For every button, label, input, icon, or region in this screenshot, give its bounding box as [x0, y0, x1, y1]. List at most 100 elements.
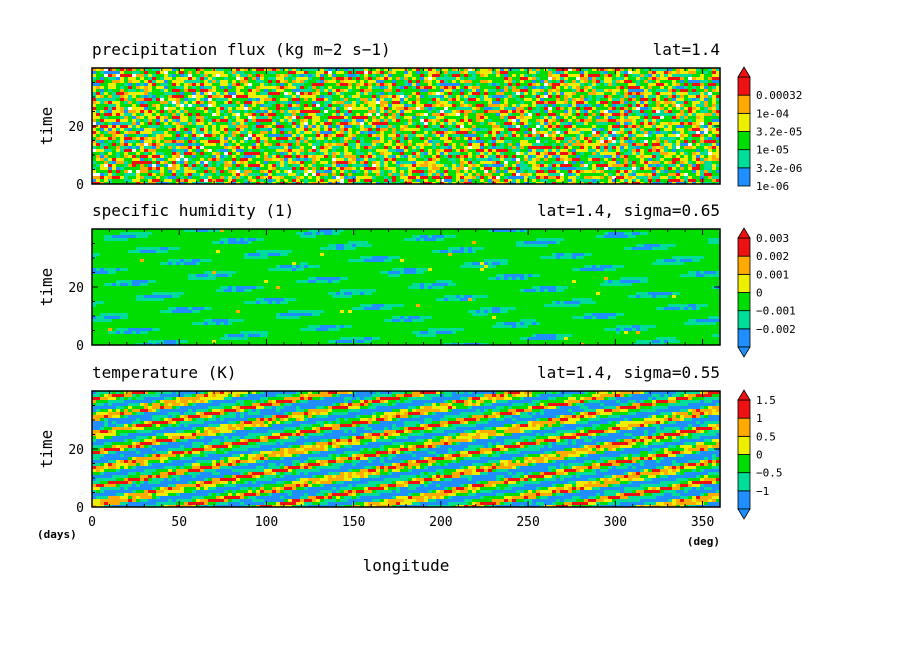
heatmap-cell — [220, 80, 225, 84]
heatmap-cell — [572, 71, 577, 75]
heatmap-cell — [148, 77, 153, 81]
heatmap-cell — [368, 122, 373, 126]
heatmap-cell — [428, 131, 433, 135]
heatmap-cell — [368, 158, 373, 162]
heatmap-cell — [564, 161, 569, 165]
heatmap-cell — [652, 140, 657, 144]
heatmap-cell — [448, 101, 453, 105]
heatmap-cell — [616, 158, 621, 162]
heatmap-cell — [616, 80, 621, 84]
heatmap-cell — [280, 113, 285, 117]
heatmap-cell — [332, 80, 337, 84]
heatmap-cell — [464, 74, 469, 78]
heatmap-cell — [540, 152, 545, 156]
heatmap-cell — [296, 95, 301, 99]
heatmap-cell — [468, 71, 473, 75]
heatmap-cell — [476, 122, 481, 126]
heatmap-cell — [640, 98, 645, 102]
heatmap-cell — [148, 128, 153, 132]
heatmap-cell — [172, 107, 177, 111]
heatmap-cell — [584, 92, 589, 96]
heatmap-cell — [600, 137, 605, 141]
heatmap-cell — [112, 77, 117, 81]
heatmap-cell — [292, 101, 297, 105]
heatmap-cell — [528, 143, 533, 147]
heatmap-cell — [276, 86, 281, 90]
heatmap-cell — [264, 83, 269, 87]
heatmap-cell — [184, 89, 189, 93]
heatmap-cell — [716, 116, 721, 120]
heatmap-cell — [584, 128, 589, 132]
heatmap-cell — [272, 95, 277, 99]
heatmap-cell — [412, 80, 417, 84]
heatmap-cell — [616, 86, 621, 90]
heatmap-cell — [496, 95, 501, 99]
heatmap-cell — [628, 116, 633, 120]
heatmap-cell — [688, 80, 693, 84]
heatmap-cell — [672, 140, 677, 144]
heatmap-cell — [368, 86, 373, 90]
heatmap-cell — [580, 68, 585, 72]
heatmap-cell — [356, 95, 361, 99]
heatmap-cell — [440, 116, 445, 120]
heatmap-cell — [116, 146, 121, 150]
heatmap-cell — [640, 92, 645, 96]
heatmap-cell — [672, 143, 677, 147]
heatmap-cell — [324, 122, 329, 126]
heatmap-cell — [696, 104, 701, 108]
heatmap-cell — [484, 95, 489, 99]
heatmap-cell — [516, 155, 521, 159]
heatmap-cell — [180, 128, 185, 132]
heatmap-cell — [160, 128, 165, 132]
heatmap-cell — [336, 143, 341, 147]
heatmap-cell — [304, 119, 309, 123]
heatmap-cell — [704, 107, 709, 111]
heatmap-cell — [196, 89, 201, 93]
heatmap-cell — [648, 122, 653, 126]
heatmap-cell — [384, 134, 389, 138]
heatmap-cell — [252, 101, 257, 105]
heatmap-cell — [116, 107, 121, 111]
heatmap-cell — [344, 104, 349, 108]
heatmap-cell — [536, 134, 541, 138]
heatmap-cell — [200, 152, 205, 156]
heatmap-cell — [552, 92, 557, 96]
heatmap-cell — [292, 92, 297, 96]
heatmap-cell — [540, 71, 545, 75]
heatmap-cell — [240, 146, 245, 150]
heatmap-cell — [372, 110, 377, 114]
heatmap-cell — [688, 116, 693, 120]
heatmap-cell — [472, 98, 477, 102]
heatmap-cell — [528, 71, 533, 75]
heatmap-cell — [216, 80, 221, 84]
heatmap-cell — [500, 131, 505, 135]
heatmap-cell — [580, 110, 585, 114]
heatmap-cell — [504, 68, 509, 72]
heatmap-cell — [324, 137, 329, 141]
heatmap-cell — [324, 161, 329, 165]
heatmap-cell — [632, 131, 637, 135]
heatmap-cell — [532, 122, 537, 126]
heatmap-cell — [232, 143, 237, 147]
heatmap-cell — [168, 119, 173, 123]
heatmap-cell — [280, 68, 285, 72]
heatmap-cell — [572, 83, 577, 87]
heatmap-cell — [256, 125, 261, 129]
heatmap-cell — [540, 89, 545, 93]
heatmap-cell — [100, 122, 105, 126]
heatmap-cell — [588, 131, 593, 135]
heatmap-cell — [200, 125, 205, 129]
heatmap-cell — [712, 143, 717, 147]
heatmap-cell — [568, 110, 573, 114]
heatmap-cell — [200, 110, 205, 114]
heatmap-cell — [556, 158, 561, 162]
heatmap-cell — [604, 158, 609, 162]
heatmap-cell — [652, 155, 657, 159]
heatmap-cell — [276, 110, 281, 114]
heatmap-cell — [520, 143, 525, 147]
heatmap-cell — [256, 113, 261, 117]
heatmap-cell — [408, 146, 413, 150]
heatmap-cell — [472, 152, 477, 156]
heatmap-cell — [128, 137, 133, 141]
heatmap-cell — [424, 131, 429, 135]
